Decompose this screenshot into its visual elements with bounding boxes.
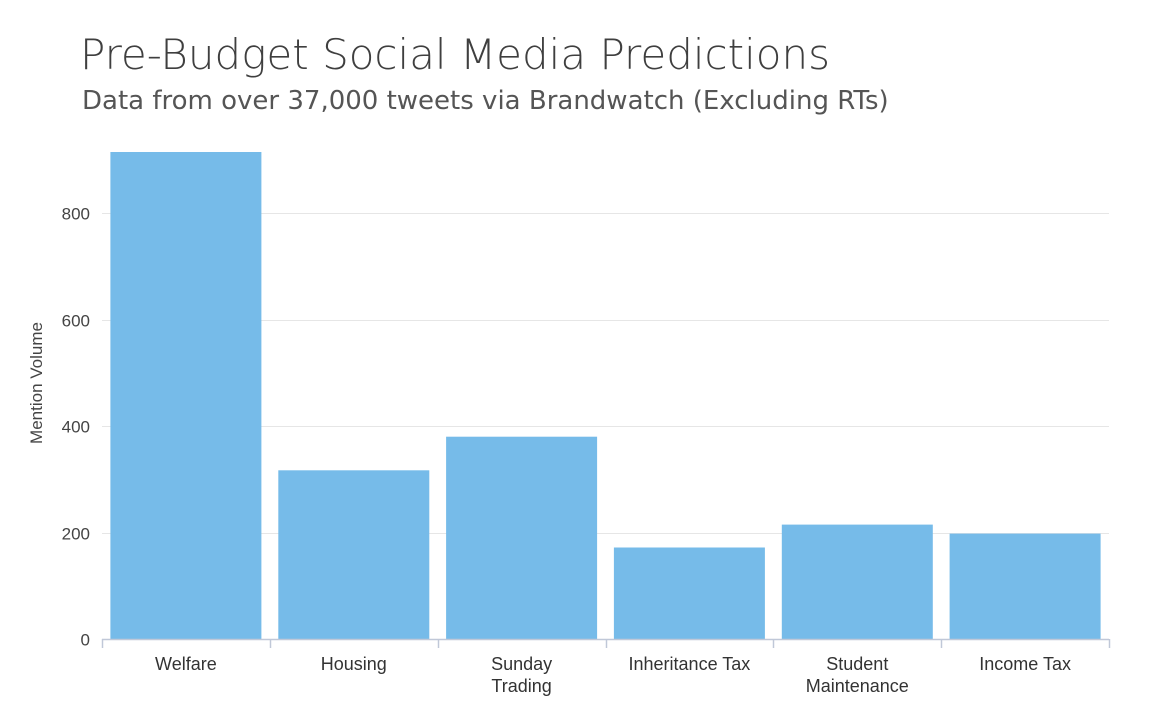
bar-income-tax — [949, 533, 1101, 639]
x-tick-label: Sunday Trading — [491, 654, 552, 696]
bar-student-maintenance — [781, 524, 933, 639]
x-tick-label: Student Maintenance — [806, 654, 909, 696]
y-tick-label: 600 — [62, 312, 90, 331]
y-tick-label: 400 — [62, 418, 90, 437]
bar-welfare — [110, 152, 262, 639]
x-tick-label: Income Tax — [979, 654, 1071, 674]
x-tick-label: Inheritance Tax — [629, 654, 751, 674]
y-tick-label: 200 — [62, 525, 90, 544]
x-tick-label: Housing — [321, 654, 387, 674]
bar-housing — [278, 470, 430, 639]
x-tick-label: Welfare — [155, 654, 217, 674]
x-axis: Welfare Housing Sunday Trading Inheritance T… — [101, 638, 1111, 696]
y-tick-label: 0 — [81, 631, 90, 650]
gridlines — [102, 213, 1109, 534]
y-axis-label: Mention Volume — [27, 322, 46, 444]
chart-subtitle: Data from over 37,000 tweets via Brandwa… — [82, 86, 889, 116]
y-axis: 0 200 400 600 800 — [62, 205, 90, 650]
bar-sunday-trading — [446, 436, 598, 639]
bars — [110, 152, 1101, 639]
bar-inheritance-tax — [613, 547, 765, 639]
y-tick-label: 800 — [62, 205, 90, 224]
chart-title: Pre-Budget Social Media Predictions — [80, 30, 830, 79]
